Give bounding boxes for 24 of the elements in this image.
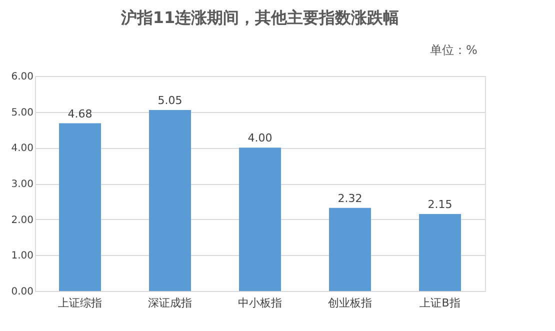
bar bbox=[419, 214, 461, 291]
x-tick-label: 深证成指 bbox=[148, 296, 192, 310]
bar bbox=[239, 148, 281, 291]
text: 单位：% bbox=[430, 43, 478, 57]
chart-title: 沪指11连涨期间，其他主要指数涨跌幅 bbox=[120, 8, 400, 27]
bar bbox=[329, 208, 371, 291]
data-label: 4.00 bbox=[248, 132, 272, 145]
y-tick-label: 1.00 bbox=[11, 250, 34, 262]
y-tick-label: 3.00 bbox=[11, 179, 34, 190]
y-tick-label: 5.00 bbox=[11, 107, 34, 118]
bar bbox=[59, 123, 101, 291]
bar bbox=[149, 110, 191, 291]
data-label: 5.05 bbox=[158, 94, 182, 108]
x-tick-label: 上证综指 bbox=[58, 296, 102, 310]
data-label: 4.68 bbox=[68, 107, 92, 120]
x-tick-label: 中小板指 bbox=[238, 296, 282, 310]
y-tick-label: 2.00 bbox=[11, 214, 34, 226]
data-label: 2.15 bbox=[428, 198, 452, 211]
x-tick-label: 创业板指 bbox=[328, 296, 372, 310]
data-label: 2.32 bbox=[338, 192, 362, 205]
y-tick-label: 0.00 bbox=[11, 286, 34, 298]
y-tick-label: 4.00 bbox=[11, 143, 34, 154]
x-tick-label: 上证B指 bbox=[420, 296, 460, 310]
y-tick-label: 6.00 bbox=[11, 72, 34, 82]
